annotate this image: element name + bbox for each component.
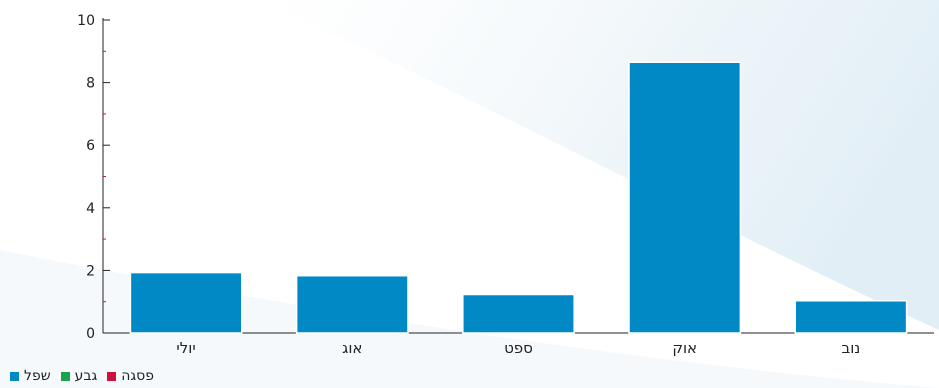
bar [794, 300, 908, 334]
legend-item: שפל [10, 368, 51, 384]
x-tick-label: אוק [672, 339, 697, 357]
legend-item: גבע [60, 368, 98, 384]
x-tick-label: יולי [176, 339, 195, 357]
legend-item: פסגה [107, 368, 154, 384]
legend-swatch [10, 371, 19, 381]
legend-label: שפל [24, 368, 51, 384]
y-tick-label: 0 [86, 326, 95, 342]
y-tick-label: 10 [77, 13, 95, 29]
legend-label: גבע [74, 368, 98, 384]
x-tick-label: אוג [342, 339, 362, 357]
legend: שפל גבע פסגה [10, 366, 154, 386]
legend-swatch [107, 371, 117, 381]
x-tick-label: נוב [842, 339, 861, 357]
x-tick-label: ספט [504, 339, 533, 357]
legend-swatch [60, 371, 70, 381]
y-tick-label: 6 [86, 138, 95, 154]
bar [462, 293, 575, 334]
bar [129, 271, 243, 334]
legend-label: פסגה [121, 368, 155, 384]
bar [628, 61, 742, 334]
bar [295, 274, 409, 334]
y-tick-label: 8 [86, 76, 95, 92]
y-tick-label: 2 [86, 263, 95, 279]
y-tick-label: 4 [86, 201, 95, 217]
